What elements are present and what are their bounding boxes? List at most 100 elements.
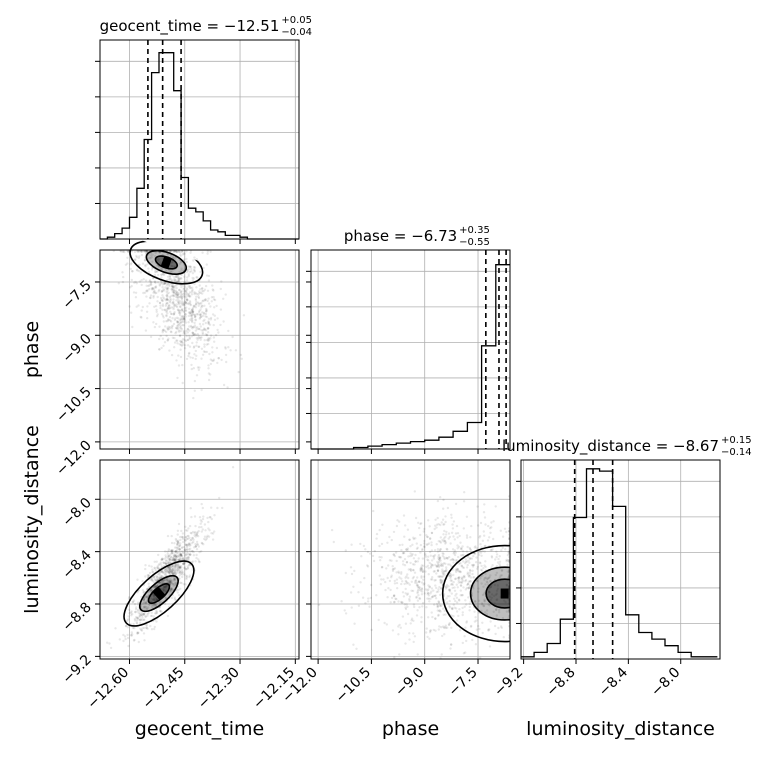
scatter-point [413, 605, 416, 609]
scatter-point [176, 543, 179, 547]
scatter-point [397, 633, 400, 636]
scatter-point [185, 291, 188, 295]
scatter-point [140, 628, 143, 632]
scatter-point [152, 294, 155, 298]
scatter-point [154, 596, 158, 599]
scatter-point [417, 557, 420, 560]
scatter-point [198, 317, 201, 320]
scatter-point [469, 548, 472, 551]
scatter-point [184, 339, 188, 343]
scatter-point [180, 546, 183, 550]
scatter-point [453, 586, 456, 589]
scatter-point [167, 554, 170, 558]
scatter-point [200, 347, 204, 350]
scatter-point [210, 296, 214, 299]
scatter-point [172, 291, 176, 295]
scatter-point [448, 605, 451, 608]
scatter-point [456, 536, 459, 539]
scatter-point [177, 277, 181, 280]
scatter-point [440, 580, 444, 583]
scatter-point [178, 544, 182, 547]
scatter-point [186, 299, 189, 302]
scatter-point [196, 532, 199, 535]
scatter-point [161, 289, 164, 292]
scatter-point [169, 587, 173, 591]
panel-frame [520, 459, 721, 660]
scatter-point [192, 538, 195, 541]
scatter-point [149, 624, 152, 628]
scatter-point [172, 306, 175, 309]
scatter-point [160, 581, 163, 584]
scatter-point [162, 561, 165, 565]
scatter-point [205, 536, 209, 539]
scatter-point [507, 575, 510, 578]
scatter-point [362, 544, 366, 548]
scatter-point [440, 581, 443, 584]
scatter-point [457, 569, 460, 573]
scatter-point [178, 300, 182, 303]
scatter-point [168, 349, 171, 352]
scatter-point [163, 573, 167, 576]
scatter-point [184, 293, 188, 296]
scatter-point [427, 573, 430, 576]
scatter-point [172, 559, 175, 562]
scatter-point [187, 314, 190, 318]
scatter-point [208, 338, 211, 341]
scatter-point [193, 532, 196, 535]
scatter-point [184, 302, 187, 305]
scatter-point [194, 306, 198, 309]
scatter-point [176, 529, 180, 532]
scatter-point [194, 326, 197, 329]
scatter-point [353, 569, 356, 573]
scatter-point [158, 348, 161, 351]
scatter-point [141, 580, 144, 583]
scatter-point [161, 299, 164, 303]
scatter-point [182, 583, 185, 586]
scatter-point [395, 571, 398, 574]
scatter-point [164, 299, 167, 302]
scatter-point [466, 556, 470, 559]
scatter-point [159, 601, 162, 605]
scatter-point [406, 605, 409, 608]
scatter-point [208, 323, 212, 326]
scatter-point [165, 314, 168, 318]
scatter-point [187, 294, 190, 297]
scatter-point [185, 537, 189, 541]
scatter-point [188, 337, 191, 340]
scatter-point [426, 635, 429, 639]
scatter-point [211, 313, 215, 316]
scatter-point [489, 580, 492, 583]
scatter-point [442, 523, 445, 526]
scatter-point [466, 582, 470, 586]
scatter-point [404, 642, 407, 645]
scatter-point [427, 519, 430, 522]
scatter-point [211, 346, 214, 349]
scatter-point [175, 251, 179, 254]
scatter-point [178, 288, 181, 292]
scatter-point [163, 281, 166, 285]
scatter-point [190, 335, 193, 338]
scatter-point [440, 653, 443, 656]
scatter-point [469, 576, 473, 579]
scatter-point [450, 614, 453, 617]
scatter-point [133, 250, 137, 254]
scatter-point [194, 303, 198, 306]
scatter-point [431, 595, 434, 599]
scatter-point [469, 579, 472, 583]
scatter-point [227, 346, 230, 349]
scatter-point [189, 265, 192, 269]
scatter-point [490, 548, 493, 552]
scatter-point [418, 586, 421, 589]
scatter-point [406, 612, 410, 616]
scatter-point [360, 555, 363, 558]
scatter-point [182, 287, 186, 290]
scatter-point [430, 563, 433, 566]
scatter-point [130, 631, 133, 634]
scatter-point [185, 260, 188, 264]
scatter-point [179, 277, 182, 280]
scatter-point [183, 258, 186, 261]
scatter-point [187, 270, 190, 273]
scatter-point [446, 506, 450, 510]
scatter-point [483, 599, 486, 602]
